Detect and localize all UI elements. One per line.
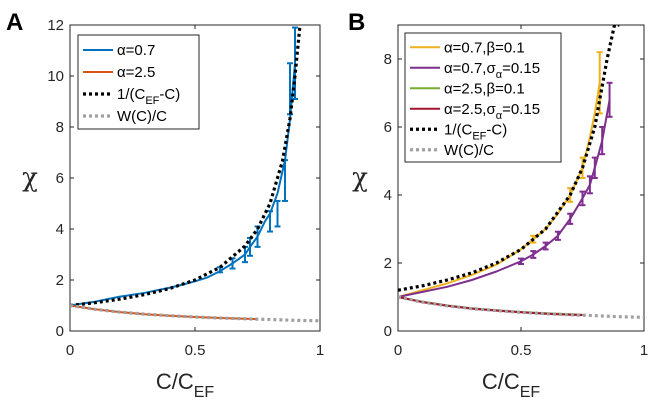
- panel-b-legend-label-2-5-0-15: α=2.5,σα=0.15: [444, 101, 540, 122]
- panel-b-ytick-label: 2: [384, 255, 392, 272]
- panel-b-ytick-label: 4: [384, 187, 392, 204]
- panel-b-errorbar: [579, 190, 586, 207]
- panel-b-legend-box: [404, 32, 562, 163]
- panel-b-legend-label-1-c-ef-c: 1/(CEF-C): [444, 121, 507, 142]
- panel-a-series-1-c-ef-c-line: [70, 25, 302, 308]
- panel-b-series-group: [398, 25, 644, 319]
- panel-a-legend: α=0.7 α=2.5 1/(CEF-C)W(C)/C: [77, 34, 200, 130]
- panel-b-letter: B: [348, 9, 365, 36]
- panel-a-ytick-label: 6: [56, 170, 64, 187]
- panel-b-errorbar: [542, 241, 549, 251]
- panel-a-ytick-label: 8: [56, 119, 64, 136]
- panel-a-errorbar: [242, 245, 248, 264]
- panel-b-plot: 0 0.5 1 0 2 4 6 8 C/CEF χ α=0.7,β=0.1 α=0.7,σα=0.15…: [352, 24, 648, 401]
- panel-b-xtick-label: 0.5: [511, 342, 532, 359]
- panel-b-series-1-c-ef-c-line: [398, 25, 620, 292]
- panel-a-series-0-7-line: [70, 63, 296, 307]
- panel-b-errorbar: [599, 126, 606, 156]
- panel-a: A 0 0.5 1024681012C/CEFχα=0.7α=2.51/(CEF-C…: [6, 9, 324, 401]
- panel-b-xtick-label: 1: [640, 342, 648, 359]
- panel-a-xtick-label: 0: [66, 342, 74, 359]
- panel-a-ylabel: χ: [22, 163, 38, 193]
- panel-b-errorbar: [554, 230, 561, 241]
- panel-a-series-w-c-c-line: [70, 303, 320, 323]
- panel-b-series-2-5-0-15-line: [398, 296, 583, 316]
- panel-a-xlabel: C/CEF: [156, 369, 215, 401]
- panel-a-ytick-label: 4: [56, 221, 64, 238]
- panel-a-ytick-label: 12: [47, 17, 64, 34]
- panel-b: B 0 0.5 1 0 2 4 6 8 C/CEF χ α=0.7,β=0.1 α=0.7,σα=0.…: [348, 9, 648, 401]
- panel-a-xtick-label: 1: [316, 342, 324, 359]
- panel-b-ytick-label: 0: [384, 323, 392, 340]
- panel-a-legend-label-1-c-ef-c: 1/(CEF-C): [117, 86, 180, 107]
- panel-b-errorbar: [530, 250, 537, 259]
- panel-a-errorbar: [274, 199, 281, 228]
- panel-b-xlabel: C/CEF: [482, 369, 541, 401]
- panel-a-errorbar: [292, 26, 298, 100]
- panel-b-errorbar: [586, 175, 593, 195]
- panel-b-ytick-label: 6: [384, 119, 392, 136]
- panel-b-errorbar: [567, 212, 574, 225]
- panel-a-ytick-label: 2: [56, 272, 64, 289]
- panel-a-ytick-label: 0: [56, 323, 64, 340]
- panel-b-ytick-label: 8: [384, 51, 392, 68]
- panel-b-series-w-c-c-line: [398, 295, 644, 319]
- panel-a-series-2-5-line: [70, 304, 258, 320]
- panel-a-series-group: [70, 25, 320, 323]
- panel-b-ylabel: χ: [352, 163, 368, 193]
- panel-b-errorbar: [606, 81, 613, 118]
- panel-a-plot: 0 0.5 1024681012C/CEFχα=0.7α=2.51/(CEF-C)W…: [22, 17, 324, 401]
- panel-a-legend-label-2-5: α=2.5: [117, 64, 155, 81]
- panel-b-xtick-label: 0: [394, 342, 402, 359]
- panel-b-series-2-5-0-1-line: [398, 296, 583, 316]
- panel-a-legend-label-0-7: α=0.7: [117, 42, 155, 59]
- panel-b-legend-label-0-7-0-15: α=0.7,σα=0.15: [444, 60, 540, 81]
- panel-b-errorbar: [591, 156, 598, 179]
- panel-b-legend-label-2-5-0-1: α=2.5,β=0.1: [444, 80, 525, 97]
- panel-a-errorbar: [267, 210, 273, 233]
- panel-a-ytick-label: 10: [47, 68, 64, 85]
- panel-a-letter: A: [6, 9, 23, 36]
- panel-a-xtick-label: 0.5: [185, 342, 206, 359]
- panel-b-legend: α=0.7,β=0.1 α=0.7,σα=0.15α=2.5,β=0.1 α=2.5…: [404, 32, 562, 163]
- panel-a-errorbar: [254, 225, 261, 248]
- panel-b-legend-label-w-c-c: W(C)/C: [444, 142, 494, 159]
- panel-b-errorbar: [518, 257, 524, 266]
- panel-a-legend-label-w-c-c: W(C)/C: [117, 108, 167, 125]
- panel-b-legend-label-0-7-0-1: α=0.7,β=0.1: [444, 39, 525, 56]
